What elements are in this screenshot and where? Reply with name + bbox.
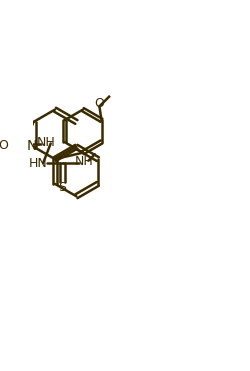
Text: O: O: [0, 139, 8, 152]
Text: NH: NH: [75, 155, 94, 168]
Text: HN: HN: [28, 157, 47, 170]
Text: O: O: [94, 97, 104, 110]
Text: NH: NH: [37, 136, 56, 149]
Text: N: N: [26, 139, 36, 152]
Text: S: S: [58, 181, 66, 194]
